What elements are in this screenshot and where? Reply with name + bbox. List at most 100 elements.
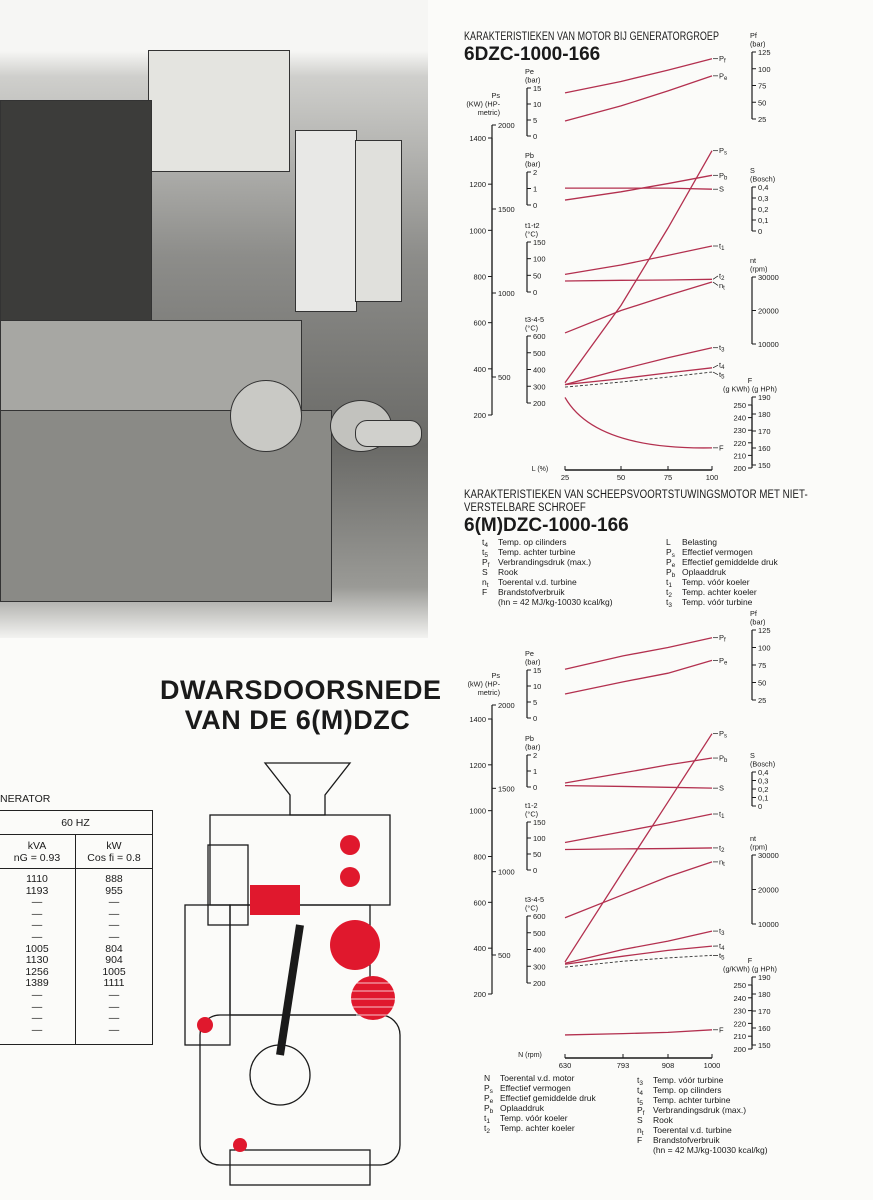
axis-title: F [748, 956, 753, 965]
tick-label: 100 [533, 255, 546, 264]
series-label: Pb [719, 171, 728, 182]
tick-label: 1000 [498, 289, 515, 298]
tick-label: 220 [733, 439, 746, 448]
axis-title: (g/KWh) (g HPh) [723, 965, 777, 974]
series-line-t5 [564, 954, 713, 968]
x-tick-label: 908 [662, 1061, 675, 1070]
series-label-leader [712, 371, 719, 375]
table-cell: 1110 [26, 873, 48, 885]
x-tick-label: 25 [561, 473, 569, 482]
tick-label: 500 [533, 929, 546, 938]
tick-label: 1 [533, 185, 537, 194]
axis-title: Pb [525, 151, 534, 160]
table-cell: — [31, 1000, 43, 1013]
tick-label: 0,2 [758, 205, 768, 214]
tick-label: 10 [533, 100, 541, 109]
tick-label: 75 [758, 82, 766, 91]
generator-table: 60 HZ kVA nG = 0.93 kW Cos fi = 0.8 1110 11… [0, 810, 153, 1046]
tick-label: 210 [733, 1032, 746, 1041]
tick-label: 600 [533, 912, 546, 921]
section-title: DWARSDOORSNEDE VAN DE 6(M)DZC [160, 675, 441, 735]
filter-cylinder [355, 140, 402, 302]
table-cell: — [31, 907, 43, 920]
top-chart-heading: KARAKTERISTIEKEN VAN MOTOR BIJ GENERATOR… [464, 31, 720, 43]
x-tick-label: 100 [706, 473, 719, 482]
table-cell: — [108, 1000, 120, 1013]
tick-label: 200 [533, 399, 546, 408]
series-label: S [719, 185, 724, 194]
tick-label: 5 [533, 698, 537, 707]
tick-label: 150 [533, 818, 546, 827]
tick-label: 30000 [758, 273, 779, 282]
legend-item: Pe Effectief gemiddelde druk [666, 557, 778, 569]
tick-label: 15 [533, 666, 541, 675]
legend-item: Pf Verbrandingsdruk (max.) [637, 1105, 747, 1117]
tick-label: 2 [533, 751, 537, 760]
series-label-leader [712, 275, 719, 280]
tick-label: 0 [533, 288, 537, 297]
red-highlight [330, 920, 380, 970]
legend-item: N Toerental v.d. motor [484, 1073, 575, 1083]
axis-title: t3-4-5 [525, 895, 544, 904]
tick-label: 200 [533, 979, 546, 988]
tick-label: 170 [758, 1007, 771, 1016]
tick-label: 1400 [469, 134, 486, 143]
series-label: F [719, 443, 724, 452]
axis-title: metric) [478, 688, 500, 697]
tick-label: 210 [733, 451, 746, 460]
tick-label: 230 [733, 1007, 746, 1016]
chart-2: 151050Pe(bar)140012001000800600400200Ps(… [468, 609, 779, 1070]
axis-title: (kW) (HP- [468, 680, 501, 689]
control-panel [148, 50, 290, 172]
tick-label: 0,1 [758, 216, 768, 225]
tick-label: 30000 [758, 851, 779, 860]
tick-label: 500 [498, 951, 511, 960]
table-cell: — [31, 1012, 43, 1025]
tick-label: 0 [533, 201, 537, 210]
series-line-t3 [564, 347, 713, 386]
tick-label: 0 [533, 783, 537, 792]
cylinder-block [0, 100, 152, 322]
tick-label: 0,2 [758, 785, 768, 794]
x-axis-title: L (%) [532, 466, 548, 473]
tick-label: 200 [733, 464, 746, 473]
bottom-chart-model: 6(M)DZC-1000-166 [464, 515, 629, 536]
series-line-pe [564, 75, 713, 122]
series-label: Pb [719, 754, 728, 765]
axis-title: nt [750, 256, 756, 265]
legend-item: Pb Oplaaddruk [484, 1103, 544, 1115]
title-line-2: VAN DE 6(M)DZC [184, 705, 411, 735]
tick-label: 100 [758, 65, 771, 74]
legend-item: t1 Temp. vóór koeler [666, 577, 750, 589]
filter [207, 844, 249, 926]
tick-label: 250 [733, 401, 746, 410]
tick-label: 0 [533, 866, 537, 875]
legend-item: F Brandstofverbruik [482, 587, 565, 597]
tick-label: 400 [473, 365, 486, 374]
series-line-f [564, 1029, 713, 1036]
tick-label: 500 [498, 373, 511, 382]
tick-label: 180 [758, 990, 771, 999]
table-cell: 1005 [25, 942, 49, 955]
tick-label: 125 [758, 48, 771, 57]
axis-title: (bar) [750, 618, 765, 627]
side-housing [184, 904, 231, 1046]
tick-label: 50 [533, 850, 541, 859]
column-header-kw: kW Cos fi = 0.8 [75, 834, 153, 869]
axis-title: Ps [491, 671, 500, 680]
tick-label: 600 [533, 332, 546, 341]
tick-label: 25 [758, 115, 766, 124]
series-line-t1 [564, 245, 713, 275]
table-cell: 904 [105, 954, 123, 967]
red-highlight [340, 835, 360, 855]
series-label: Pf [719, 54, 726, 64]
tick-label: 200 [473, 411, 486, 420]
kw-column: 888 955— — — —804 904 1005 1111— — — — [75, 867, 153, 1046]
tick-label: 5 [533, 116, 537, 125]
x-tick-label: 630 [559, 1061, 572, 1070]
crankcase [199, 1014, 401, 1166]
series-line-t4 [564, 367, 713, 386]
red-highlight [250, 885, 300, 915]
axis-title: (°C) [525, 810, 538, 819]
tick-label: 10000 [758, 340, 779, 349]
